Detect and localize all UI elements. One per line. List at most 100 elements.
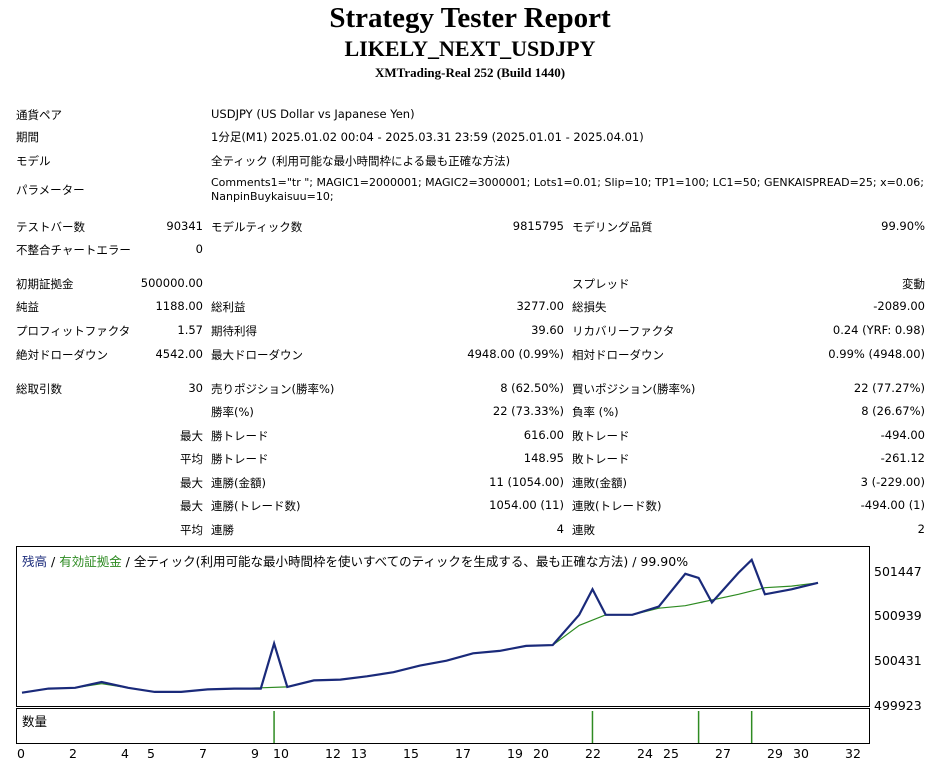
x-tick-label: 9	[251, 746, 259, 761]
mismatch-label: 不整合チャートエラー	[16, 243, 131, 257]
x-tick-label: 30	[793, 746, 809, 761]
rel-dd-value: 0.99% (4948.00)	[828, 347, 925, 361]
period-value: 1分足(M1) 2025.01.02 00:04 - 2025.03.31 23…	[211, 130, 644, 144]
max-label-1: 最大	[180, 429, 203, 443]
legend-equity: 有効証拠金	[59, 554, 122, 569]
cons-loss-amt-value: 3 (-229.00)	[860, 475, 925, 489]
spread-label: スプレッド	[572, 277, 630, 291]
equity-line	[21, 582, 819, 694]
params-label: パラメーター	[16, 183, 85, 197]
avg-win-label: 勝トレード	[211, 452, 269, 466]
x-tick-label: 4	[121, 746, 129, 761]
short-label: 売りポジション(勝率%)	[211, 382, 335, 396]
params-line1: Comments1="tr "; MAGIC1=2000001; MAGIC2=…	[211, 176, 924, 189]
largest-win-value: 616.00	[523, 428, 564, 442]
bars-label: テストバー数	[16, 220, 85, 234]
lossrate-label: 負率 (%)	[572, 405, 619, 419]
y-tick-label: 499923	[874, 698, 922, 713]
long-label: 買いポジション(勝率%)	[572, 382, 696, 396]
avg-label-2: 平均	[180, 523, 203, 537]
max-label-3: 最大	[180, 499, 203, 513]
net-value: 1188.00	[155, 299, 203, 313]
winrate-value: 22 (73.33%)	[492, 404, 564, 418]
balance-chart: 残高 / 有効証拠金 / 全ティック(利用可能な最小時間枠を使いすべてのティック…	[16, 546, 870, 707]
x-tick-label: 22	[585, 746, 601, 761]
legend-description: 全ティック(利用可能な最小時間枠を使いすべてのティックを生成する、最も正確な方法…	[133, 554, 689, 569]
x-tick-label: 12	[325, 746, 341, 761]
expected-label: 期待利得	[211, 324, 257, 338]
mismatch-value: 0	[195, 242, 203, 256]
ticks-value: 9815795	[512, 219, 564, 233]
largest-win-label: 勝トレード	[211, 429, 269, 443]
avg-loss-value: -261.12	[880, 451, 925, 465]
volume-label: 数量	[22, 714, 48, 729]
abs-dd-label: 絶対ドローダウン	[16, 348, 108, 362]
largest-loss-value: -494.00	[880, 428, 925, 442]
volume-plot	[273, 711, 753, 743]
bars-value: 90341	[166, 219, 203, 233]
legend-sep-1: /	[47, 554, 60, 569]
gross-profit-label: 総利益	[211, 300, 246, 314]
x-tick-label: 7	[199, 746, 207, 761]
params-line2: NanpinBuykaisuu=10;	[211, 190, 334, 203]
gross-profit-value: 3277.00	[516, 299, 564, 313]
net-label: 純益	[16, 300, 39, 314]
y-tick-label: 500939	[874, 608, 922, 623]
period-label: 期間	[16, 130, 39, 144]
report-title: Strategy Tester Report	[329, 2, 611, 34]
x-tick-label: 5	[147, 746, 155, 761]
x-tick-label: 24	[637, 746, 653, 761]
legend-balance: 残高	[22, 554, 48, 569]
trades-label: 総取引数	[16, 382, 62, 396]
ticks-label: モデルティック数	[211, 220, 303, 234]
quality-label: モデリング品質	[572, 220, 653, 234]
max-dd-value: 4948.00 (0.99%)	[467, 347, 564, 361]
cons-loss-label: 連敗(トレード数)	[572, 499, 662, 513]
cons-wins-amt-label: 連勝(金額)	[211, 476, 266, 490]
short-value: 8 (62.50%)	[500, 381, 564, 395]
cons-profit-value: 1054.00 (11)	[489, 498, 564, 512]
quality-value: 99.90%	[881, 219, 925, 233]
y-tick-label: 500431	[874, 653, 922, 668]
x-tick-label: 13	[351, 746, 367, 761]
volume-panel: 数量	[16, 708, 870, 744]
x-tick-label: 32	[845, 746, 861, 761]
x-tick-label: 15	[403, 746, 419, 761]
deposit-value: 500000.00	[140, 276, 203, 290]
max-dd-label: 最大ドローダウン	[211, 348, 303, 362]
x-tick-label: 0	[17, 746, 25, 761]
winrate-label: 勝率(%)	[211, 405, 254, 419]
deposit-label: 初期証拠金	[16, 277, 74, 291]
x-tick-label: 25	[663, 746, 679, 761]
expert-name: LIKELY_NEXT_USDJPY	[344, 36, 596, 61]
avg-loss-label: 敗トレード	[572, 452, 630, 466]
cons-profit-label: 連勝(トレード数)	[211, 499, 301, 513]
y-tick-label: 501447	[874, 564, 922, 579]
x-tick-label: 27	[715, 746, 731, 761]
pair-value: USDJPY (US Dollar vs Japanese Yen)	[211, 107, 415, 121]
server-info: XMTrading-Real 252 (Build 1440)	[374, 65, 566, 80]
model-label: モデル	[16, 154, 51, 168]
pf-label: プロフィットファクタ	[16, 324, 131, 338]
avg-win-value: 148.95	[523, 451, 564, 465]
avg-cons-loss-value: 2	[917, 522, 925, 536]
x-tick-label: 17	[455, 746, 471, 761]
avg-cons-win-label: 連勝	[211, 523, 234, 537]
chart-plot	[21, 557, 819, 694]
pair-label: 通貨ペア	[16, 108, 62, 122]
long-value: 22 (77.27%)	[853, 381, 925, 395]
balance-line	[21, 557, 819, 694]
avg-label-1: 平均	[180, 452, 203, 466]
largest-loss-label: 敗トレード	[572, 429, 630, 443]
model-value: 全ティック (利用可能な最小時間枠による最も正確な方法)	[211, 154, 511, 168]
recovery-label: リカバリーファクタ	[572, 324, 675, 338]
cons-loss-amt-label: 連敗(金額)	[572, 476, 627, 490]
gross-loss-value: -2089.00	[873, 299, 925, 313]
spread-value: 変動	[902, 277, 925, 291]
x-tick-label: 10	[273, 746, 289, 761]
chart-legend: 残高 / 有効証拠金 / 全ティック(利用可能な最小時間枠を使いすべてのティック…	[22, 551, 688, 570]
cons-wins-amt-value: 11 (1054.00)	[489, 475, 564, 489]
legend-sep-2: /	[121, 554, 134, 569]
cons-loss-value: -494.00 (1)	[860, 498, 925, 512]
rel-dd-label: 相対ドローダウン	[572, 348, 664, 362]
